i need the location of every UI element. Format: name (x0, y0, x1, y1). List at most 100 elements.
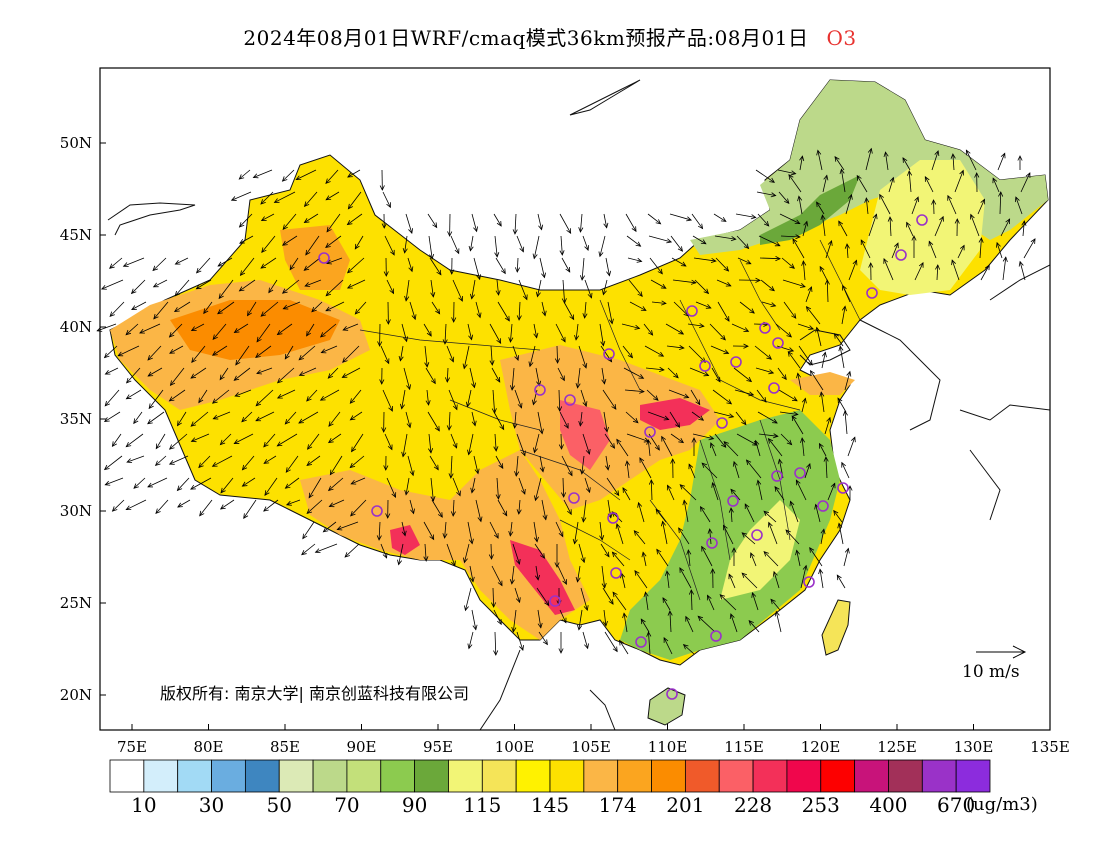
wind-arrow (347, 257, 365, 274)
wind-arrow (799, 156, 803, 171)
wind-arrow-head (152, 282, 159, 288)
lon-tick-label: 100E (495, 738, 535, 756)
wind-arrow-head (168, 460, 175, 465)
wind-arrow (1022, 221, 1025, 237)
wind-arrow (795, 480, 807, 501)
wind-arrow-head (247, 310, 252, 317)
wind-arrow-head (341, 373, 348, 378)
wind-arrow (714, 235, 736, 240)
wind-arrow-head (723, 349, 730, 355)
wind-arrow-head (125, 394, 132, 400)
lat-tick-label: 50N (60, 134, 92, 152)
wind-arrow (380, 345, 390, 364)
wind-arrow (695, 301, 711, 309)
wind-arrow-head (675, 422, 681, 429)
wind-arrow-head (235, 359, 241, 366)
wind-arrow (431, 301, 440, 314)
wind-arrow (307, 433, 320, 450)
wind-arrow-head (468, 538, 474, 545)
station-marker (371, 505, 383, 517)
wind-arrow (685, 616, 694, 633)
wind-arrow (191, 345, 206, 363)
wind-arrow (713, 213, 727, 222)
wind-arrow-head (578, 227, 584, 233)
station-marker (610, 567, 622, 579)
wind-arrow (423, 521, 435, 540)
wind-arrow-head (728, 413, 735, 419)
wind-arrow-head (451, 317, 457, 323)
wind-arrow (494, 433, 497, 451)
wind-arrow-head (754, 439, 760, 446)
wind-arrow (239, 213, 253, 228)
colorbar-swatch (888, 759, 923, 793)
wind-arrow-head (637, 291, 643, 298)
wind-arrow-head (456, 490, 461, 497)
wind-arrow-head (451, 560, 456, 567)
wind-arrow (821, 352, 826, 369)
wind-arrow (931, 150, 939, 171)
city-stations (318, 214, 928, 700)
wind-arrow-head (657, 268, 663, 275)
wind-arrow (599, 521, 603, 540)
wind-arrow (577, 367, 581, 388)
wind-arrow-head (514, 267, 521, 273)
wind-arrow-head (125, 505, 132, 511)
wind-arrow-head (781, 374, 787, 381)
wind-arrow (578, 609, 583, 630)
wind-arrow (888, 177, 894, 193)
tarim-orange (280, 225, 350, 290)
station-marker (916, 214, 928, 226)
wind-arrow (557, 565, 567, 585)
wind-arrow (999, 191, 1002, 215)
wind-arrow-head (601, 378, 607, 385)
wind-arrow-head (579, 469, 585, 475)
wind-arrow-head (471, 420, 477, 427)
wind-arrow-head (627, 352, 634, 359)
wind-arrow-head (328, 502, 335, 508)
wind-arrow (153, 279, 168, 288)
wind-arrow (328, 477, 344, 491)
wind-arrow-head (698, 323, 705, 329)
wind-arrow (760, 279, 775, 292)
wind-arrow-head (850, 436, 856, 443)
wind-arrow-head (303, 218, 310, 223)
station-marker (635, 636, 647, 648)
wind-arrow (473, 257, 481, 280)
wind-arrow-head (600, 340, 606, 347)
wind-arrow-head (554, 562, 560, 568)
wind-arrow-head (195, 284, 202, 290)
wind-arrow-head (663, 415, 670, 421)
wind-arrow (669, 411, 680, 428)
wind-arrow-head (239, 238, 245, 244)
wind-arrow-head (726, 399, 733, 405)
wind-arrow-head (539, 466, 545, 473)
wind-arrow-head (582, 401, 588, 408)
wind-arrow-head (397, 559, 403, 566)
wind-arrow (233, 367, 251, 381)
wind-arrow (736, 433, 758, 446)
wind-arrow-head (883, 151, 889, 158)
wind-arrow-head (533, 536, 539, 543)
wind-arrow (779, 411, 798, 415)
wind-arrow-head (474, 468, 480, 475)
wind-arrow (452, 279, 463, 302)
wind-arrow-head (109, 263, 115, 269)
wind-arrow (707, 595, 715, 611)
wind-arrow (407, 257, 413, 272)
wind-arrow-head (795, 479, 801, 486)
wind-arrow (347, 279, 366, 289)
wind-arrow (217, 257, 233, 267)
wind-arrow (516, 433, 526, 456)
wind-arrow (240, 257, 255, 276)
wind-arrow (541, 499, 547, 520)
wind-arrow (752, 592, 759, 611)
wind-arrow-head (574, 335, 580, 341)
wind-arrow-head (391, 492, 397, 499)
wind-arrow (741, 532, 756, 545)
wind-arrow-head (516, 509, 522, 515)
wind-arrow (806, 306, 821, 325)
wind-arrow-head (519, 645, 524, 651)
wind-arrow-head (703, 371, 710, 377)
wind-arrow (198, 455, 211, 468)
wind-arrow (563, 301, 575, 320)
